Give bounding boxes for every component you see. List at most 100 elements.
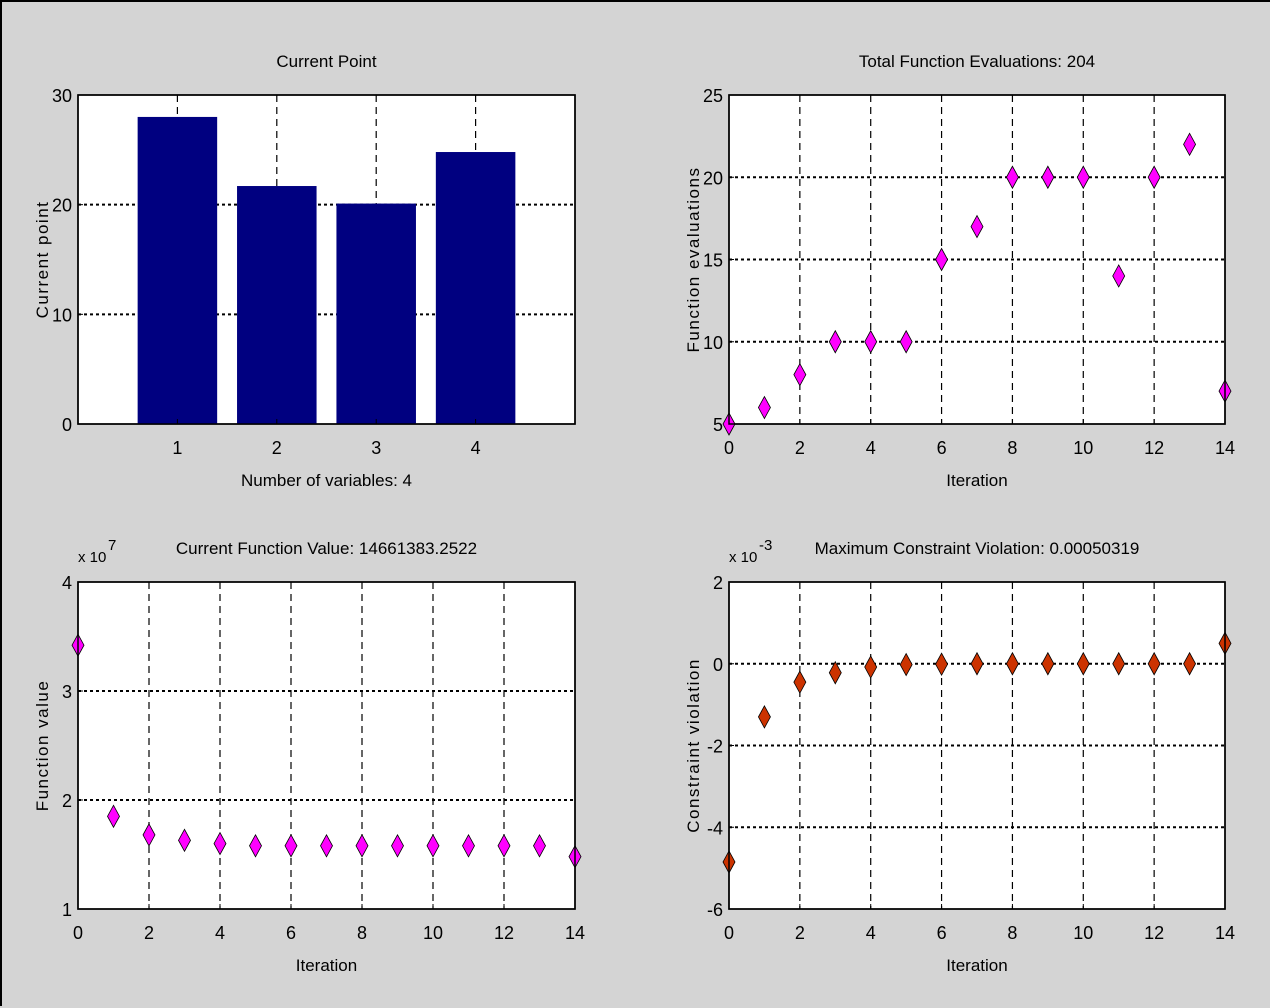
x-tick-label: 1 xyxy=(172,438,182,458)
y-axis-label: Function evaluations xyxy=(684,167,703,353)
data-point-8 xyxy=(1005,651,1019,676)
data-point-7 xyxy=(970,214,984,239)
data-point-12 xyxy=(497,833,511,858)
data-point-6 xyxy=(284,833,298,858)
x-tick-label: 2 xyxy=(795,923,805,943)
y-tick-label: 2 xyxy=(713,573,723,593)
x-tick-label: 4 xyxy=(215,923,225,943)
y-tick-label: 10 xyxy=(703,333,723,353)
x-tick-label: 0 xyxy=(724,923,734,943)
y-tick-label: 15 xyxy=(703,251,723,271)
x-tick-label: 10 xyxy=(1073,438,1093,458)
x-tick-label: 8 xyxy=(1007,923,1017,943)
y-tick-label: 0 xyxy=(713,655,723,675)
x-tick-label: 12 xyxy=(494,923,514,943)
data-point-10 xyxy=(1076,651,1090,676)
subplot-1: 1 2 3 4 0 10 20 30 Current Point Number of variab… xyxy=(33,52,576,490)
x-tick-label: 14 xyxy=(565,923,585,943)
y-tick-label: 20 xyxy=(703,168,723,188)
subplot-2: 0 2 4 6 8 10 12 14 5 10 15 20 25 Total Function Evalu… xyxy=(684,52,1235,490)
exponent-value: 7 xyxy=(108,537,116,554)
data-point-10 xyxy=(426,833,440,858)
data-point-6 xyxy=(935,247,949,272)
data-point-1 xyxy=(757,705,771,729)
x-tick-label: 10 xyxy=(423,923,443,943)
x-axis-label: Iteration xyxy=(946,956,1007,975)
axis-frame xyxy=(77,94,576,425)
data-point-8 xyxy=(1005,165,1019,190)
y-axis-label: Current point xyxy=(33,201,52,319)
x-tick-label: 2 xyxy=(144,923,154,943)
data-point-2 xyxy=(793,362,807,387)
data-point-7 xyxy=(320,833,333,858)
x-tick-label: 0 xyxy=(724,438,734,458)
data-point-4 xyxy=(864,655,878,679)
y-tick-label: 1 xyxy=(62,900,72,920)
data-point-11 xyxy=(1112,651,1126,676)
data-point-13 xyxy=(533,833,546,858)
y-tick-label: 5 xyxy=(713,415,723,435)
exponent-value: -3 xyxy=(759,537,772,554)
bar-3 xyxy=(336,203,416,424)
plot-area xyxy=(77,581,576,910)
data-point-13 xyxy=(1183,651,1197,676)
exponent-label: x 10 xyxy=(78,549,106,566)
y-axis-label: Function value xyxy=(33,680,52,812)
chart-title: Current Function Value: 14661383.2522 xyxy=(176,539,477,558)
axis-frame xyxy=(77,581,576,910)
x-tick-label: 14 xyxy=(1215,438,1235,458)
y-tick-label: 0 xyxy=(62,415,72,435)
x-tick-label: 12 xyxy=(1144,438,1164,458)
y-tick-label: 2 xyxy=(62,791,72,811)
x-tick-label: 0 xyxy=(73,923,83,943)
x-tick-label: 12 xyxy=(1144,923,1164,943)
data-point-3 xyxy=(178,828,191,853)
subplot-4: 0 2 4 6 8 10 12 14 -6 -4 -2 0 2 Maximum Constraint Vi… xyxy=(684,537,1235,975)
data-point-5 xyxy=(899,329,913,354)
y-tick-label: 30 xyxy=(52,86,72,106)
x-axis-label: Iteration xyxy=(946,471,1007,490)
x-tick-label: 2 xyxy=(795,438,805,458)
bar-1 xyxy=(137,116,218,424)
chart-title: Current Point xyxy=(276,52,376,71)
data-point-11 xyxy=(1112,264,1126,288)
y-tick-label: 10 xyxy=(52,305,72,325)
y-tick-label: 4 xyxy=(62,573,72,593)
x-tick-label: 2 xyxy=(272,438,282,458)
data-point-11 xyxy=(462,833,475,858)
bar-2 xyxy=(237,186,317,424)
data-point-2 xyxy=(142,823,156,847)
data-point-5 xyxy=(899,652,913,677)
x-tick-label: 6 xyxy=(937,923,947,943)
chart-title: Total Function Evaluations: 204 xyxy=(859,52,1095,71)
data-point-12 xyxy=(1147,165,1161,190)
exponent-label: x 10 xyxy=(729,549,757,566)
y-tick-label: 25 xyxy=(703,86,723,106)
data-point-4 xyxy=(213,831,227,856)
data-point-3 xyxy=(828,329,842,354)
x-tick-label: 10 xyxy=(1073,923,1093,943)
x-tick-label: 4 xyxy=(866,923,876,943)
data-point-6 xyxy=(935,652,949,676)
x-tick-label: 4 xyxy=(471,438,481,458)
data-point-12 xyxy=(1147,651,1161,676)
data-point-8 xyxy=(355,833,369,858)
data-point-1 xyxy=(757,395,771,420)
x-tick-label: 8 xyxy=(1007,438,1017,458)
data-point-13 xyxy=(1183,132,1197,157)
chart-title: Maximum Constraint Violation: 0.00050319 xyxy=(815,539,1140,558)
y-tick-label: -2 xyxy=(707,737,723,757)
x-tick-label: 6 xyxy=(937,438,947,458)
x-axis-label: Iteration xyxy=(296,956,357,975)
y-axis-label: Constraint violation xyxy=(684,658,703,833)
data-point-9 xyxy=(1041,651,1055,676)
x-tick-label: 8 xyxy=(357,923,367,943)
x-tick-label: 14 xyxy=(1215,923,1235,943)
x-tick-label: 6 xyxy=(286,923,296,943)
data-point-7 xyxy=(970,651,984,676)
y-tick-label: -6 xyxy=(707,900,723,920)
data-point-3 xyxy=(828,660,842,685)
